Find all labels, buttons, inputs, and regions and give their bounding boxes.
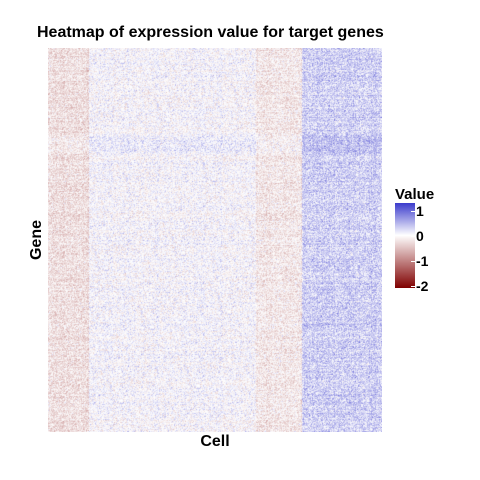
legend-tick-label: 0 — [416, 227, 424, 244]
legend-tick-mark — [411, 235, 415, 237]
legend-color-bar — [395, 203, 415, 288]
legend-title: Value — [395, 186, 435, 203]
x-axis-label: Cell — [200, 433, 230, 450]
legend-tick-mark — [411, 260, 415, 262]
y-axis-label: Gene — [28, 219, 45, 261]
legend-tick-mark — [411, 210, 415, 212]
legend-tick-label: -2 — [416, 277, 429, 294]
legend-tick-label: 1 — [416, 202, 424, 219]
heatmap-plot — [48, 48, 382, 432]
legend-tick-label: -1 — [416, 252, 429, 269]
chart-title: Heatmap of expression value for target g… — [37, 24, 384, 41]
legend-tick-mark — [411, 285, 415, 287]
